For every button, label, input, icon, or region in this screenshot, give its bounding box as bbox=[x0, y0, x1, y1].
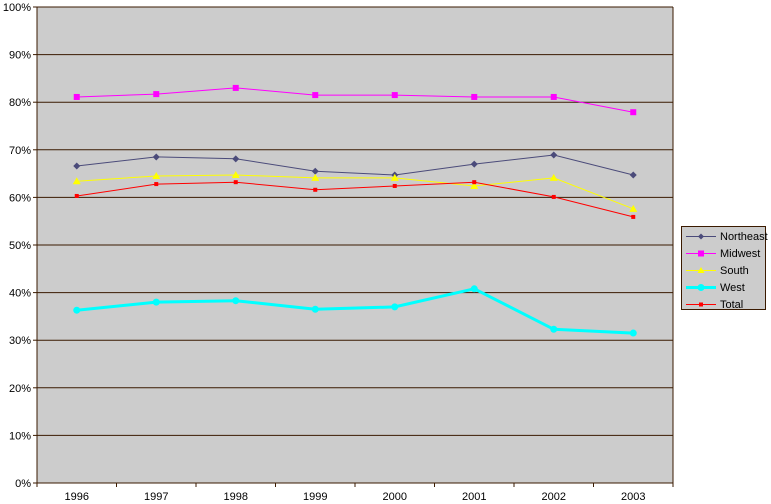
series-total bbox=[74, 180, 636, 219]
data-point bbox=[470, 160, 478, 168]
x-axis: 1996 1997 1998 1999 2000 2001 2002 2003 bbox=[36, 482, 674, 503]
total-line-marker-icon bbox=[682, 296, 718, 313]
data-point bbox=[311, 305, 319, 313]
y-tick-label: 70% bbox=[9, 145, 31, 157]
y-tick-label: 100% bbox=[3, 2, 31, 14]
data-point bbox=[391, 303, 399, 311]
data-point bbox=[471, 93, 478, 100]
y-tick-label: 40% bbox=[9, 288, 31, 300]
data-point bbox=[73, 93, 80, 100]
data-point bbox=[551, 194, 556, 199]
x-tick-label: 2000 bbox=[383, 491, 407, 503]
data-point bbox=[550, 93, 557, 100]
data-point bbox=[232, 297, 240, 305]
x-tick-label: 1996 bbox=[65, 491, 89, 503]
series-south bbox=[72, 171, 638, 212]
data-point bbox=[550, 151, 558, 159]
legend: Northeast Midwest South West Total bbox=[681, 226, 768, 313]
legend-label: South bbox=[720, 264, 749, 277]
data-point bbox=[152, 171, 161, 179]
y-tick-label: 60% bbox=[9, 192, 31, 204]
data-point bbox=[629, 329, 637, 337]
y-tick-label: 20% bbox=[9, 383, 31, 395]
data-point bbox=[392, 183, 397, 188]
data-point bbox=[629, 204, 638, 212]
legend-label: Total bbox=[720, 298, 744, 311]
data-point bbox=[74, 193, 79, 198]
legend-item-south: South bbox=[682, 262, 767, 279]
data-point bbox=[472, 180, 477, 185]
data-point bbox=[313, 187, 318, 192]
x-tick-label: 1997 bbox=[144, 491, 168, 503]
data-point bbox=[550, 325, 558, 333]
data-point bbox=[629, 171, 637, 179]
y-tick-label: 10% bbox=[9, 430, 31, 442]
y-tick-label: 30% bbox=[9, 335, 31, 347]
data-point bbox=[152, 153, 160, 161]
data-point bbox=[153, 91, 160, 98]
legend-label: West bbox=[720, 281, 745, 294]
legend-label: Northeast bbox=[720, 230, 768, 243]
data-point bbox=[311, 167, 319, 175]
data-point bbox=[72, 177, 81, 185]
legend-label: Midwest bbox=[720, 247, 761, 260]
data-point bbox=[152, 298, 160, 306]
data-point bbox=[231, 171, 240, 179]
south-line-marker-icon bbox=[682, 262, 718, 279]
x-tick-label: 1999 bbox=[303, 491, 327, 503]
data-point bbox=[631, 214, 636, 219]
west-line-marker-icon bbox=[682, 279, 718, 296]
legend-item-west: West bbox=[682, 279, 767, 296]
series-northeast bbox=[73, 151, 637, 179]
x-tick-label: 2003 bbox=[621, 491, 645, 503]
series-midwest bbox=[73, 84, 637, 116]
data-point bbox=[233, 180, 238, 185]
x-tick-label: 2002 bbox=[542, 491, 566, 503]
gridlines bbox=[33, 6, 674, 484]
data-point bbox=[390, 173, 399, 181]
data-point bbox=[312, 92, 319, 99]
data-point bbox=[630, 109, 637, 116]
legend-item-total: Total bbox=[682, 296, 767, 313]
x-tick-label: 1998 bbox=[224, 491, 248, 503]
x-tick-label: 2001 bbox=[462, 491, 486, 503]
data-point bbox=[232, 155, 240, 163]
data-point bbox=[391, 92, 398, 99]
legend-item-midwest: Midwest bbox=[682, 245, 767, 262]
data-point bbox=[470, 285, 478, 293]
y-axis-labels: 0% 10% 20% 30% 40% 50% 60% 70% 80% 90% 100% bbox=[3, 2, 31, 490]
y-tick-label: 0% bbox=[15, 478, 31, 490]
data-point bbox=[470, 181, 479, 189]
legend-item-northeast: Northeast bbox=[682, 228, 768, 245]
y-tick-label: 90% bbox=[9, 50, 31, 62]
y-tick-label: 80% bbox=[9, 97, 31, 109]
data-point bbox=[73, 306, 81, 314]
series-lines bbox=[72, 84, 638, 337]
data-point bbox=[232, 84, 239, 91]
midwest-line-marker-icon bbox=[682, 245, 718, 262]
data-point bbox=[311, 173, 320, 181]
y-tick-label: 50% bbox=[9, 240, 31, 252]
northeast-line-marker-icon bbox=[682, 228, 718, 245]
series-west bbox=[73, 285, 637, 337]
data-point bbox=[73, 162, 81, 170]
data-point bbox=[154, 182, 159, 187]
data-point bbox=[549, 173, 558, 181]
